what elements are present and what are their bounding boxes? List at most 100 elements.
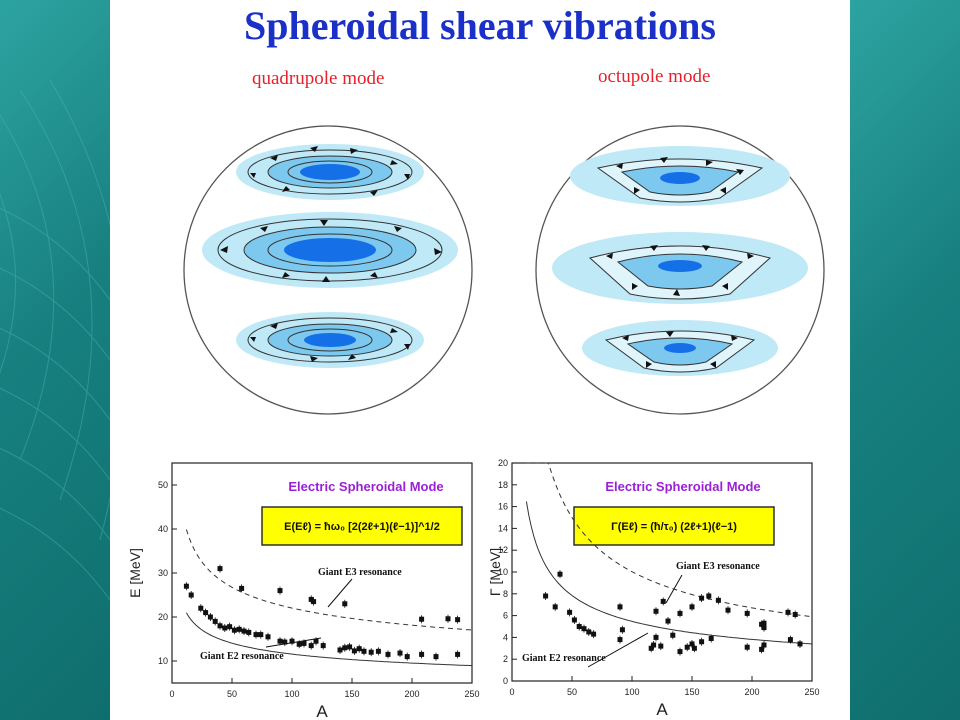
data-point-e2 [253, 632, 259, 638]
data-point-e2 [356, 646, 362, 652]
x-tick-label: 200 [744, 687, 759, 697]
formula-box [573, 506, 775, 546]
y-tick-label: 18 [498, 480, 508, 490]
data-point-e2 [708, 635, 714, 641]
data-point-e2 [787, 637, 793, 643]
data-point-e3 [677, 610, 683, 616]
y-tick-label: 0 [503, 676, 508, 686]
x-tick-label: 50 [227, 689, 237, 699]
octupole-mode-diagram [535, 125, 825, 415]
data-point-e2 [301, 640, 307, 646]
data-point-e2 [658, 643, 664, 649]
y-tick-label: 8 [503, 589, 508, 599]
data-point-e3 [277, 588, 283, 594]
chart-title: Electric Spheroidal Mode [605, 479, 760, 494]
data-point-e2 [188, 592, 194, 598]
quadrupole-mode-label: quadrupole mode [252, 68, 385, 89]
data-point-e2 [653, 634, 659, 640]
data-point-e2 [576, 624, 582, 629]
data-point-e2 [342, 645, 348, 651]
x-axis-label: A [656, 700, 668, 717]
x-tick-label: 100 [624, 687, 639, 697]
data-point-e2 [203, 610, 209, 616]
series-label-e2: Giant E2 resonance [522, 653, 606, 664]
formula-text: E(Eℓ) = ħω₀ [2(2ℓ+1)(ℓ−1)]^1/2 [284, 521, 440, 533]
data-point-e2 [289, 638, 295, 644]
data-point-e2 [404, 654, 410, 660]
chart-energy-svg: 0 50 100 150 200 250 10 20 30 40 50 A E [MeV] Electri… [127, 462, 480, 717]
data-point-e2 [320, 643, 326, 649]
data-point-e2 [337, 647, 343, 653]
data-point-e3 [342, 601, 348, 607]
left-background-panel [0, 0, 110, 720]
data-point-e2 [282, 639, 288, 645]
formula-text: Γ(Eℓ) = (ħ/τ₀) (2ℓ+1)(ℓ−1) [611, 521, 737, 533]
data-point-e2 [617, 637, 623, 643]
octupole-mode-label: octupole mode [598, 66, 711, 87]
data-point-e2 [543, 593, 549, 599]
data-point-e3 [699, 595, 705, 601]
chart-width-svg: 0 50 100 150 200 250 0 2 4 6 8 10 12 14 16 18 20 A Γ [MeV]… [488, 458, 820, 717]
fit-curve-e3 [526, 462, 813, 618]
x-tick-label: 200 [404, 689, 419, 699]
data-point-e2 [581, 626, 587, 632]
data-point-e2 [296, 641, 302, 647]
background-grid-pattern [0, 79, 110, 601]
data-point-e3 [665, 618, 671, 624]
chart-width: 0 50 100 150 200 250 0 2 4 6 8 10 12 14 16 18 20 A Γ [MeV]… [488, 455, 838, 717]
data-point-e2 [797, 641, 803, 647]
y-tick-label: 2 [503, 654, 508, 664]
slide-title: Spheroidal shear vibrations [244, 3, 716, 48]
data-point-e2 [571, 617, 577, 623]
x-tick-label: 0 [509, 687, 514, 697]
data-point-e2 [347, 644, 353, 650]
series-label-e3: Giant E3 resonance [318, 567, 402, 578]
data-point-e2 [227, 624, 233, 630]
chart-axes: 0 50 100 150 200 250 0 2 4 6 8 10 12 14 16 18 20 A Γ [MeV]… [488, 458, 820, 717]
y-tick-label: 30 [158, 568, 168, 578]
y-tick-label: 10 [498, 567, 508, 577]
y-tick-label: 16 [498, 502, 508, 512]
data-point-e3 [761, 625, 767, 631]
y-axis-label: E [MeV] [127, 548, 143, 598]
series-label-e2: Giant E2 resonance [200, 651, 284, 662]
data-point-e2 [198, 605, 204, 611]
data-point-e2 [759, 646, 765, 652]
data-point-e3 [761, 620, 767, 626]
data-point-e2 [619, 627, 625, 633]
data-point-e3 [217, 566, 223, 572]
fit-curve-e3 [185, 529, 473, 631]
octupole-upper-layer [570, 146, 790, 206]
data-point-e3 [311, 599, 317, 605]
data-point-e2 [699, 639, 705, 645]
data-point-e3 [706, 593, 712, 599]
data-point-e2 [648, 645, 654, 651]
y-tick-label: 10 [158, 656, 168, 666]
quadrupole-mode-diagram [183, 125, 473, 415]
data-point-e3 [653, 608, 659, 614]
octupole-lower-layer [582, 320, 778, 376]
x-tick-label: 150 [684, 687, 699, 697]
data-point-e2 [684, 644, 690, 650]
data-point-e2 [691, 645, 697, 651]
x-axis-label: A [316, 702, 328, 717]
data-point-e2 [265, 634, 271, 640]
y-tick-label: 6 [503, 611, 508, 621]
data-point-e2 [567, 609, 573, 615]
data-point-e3 [419, 616, 425, 622]
x-tick-label: 50 [567, 687, 577, 697]
data-point-e3 [744, 610, 750, 616]
series-label-pointer [327, 578, 353, 608]
y-tick-label: 20 [498, 458, 508, 468]
data-point-e3 [785, 609, 791, 615]
data-point-e3 [455, 617, 461, 623]
data-point-e2 [313, 638, 319, 644]
data-point-e2 [212, 618, 218, 624]
fit-curve-e2 [525, 501, 813, 645]
data-point-e2 [351, 648, 357, 654]
quadrupole-flow-arrows [220, 146, 442, 362]
octupole-middle-layer [552, 232, 808, 304]
data-point-e2 [419, 651, 425, 657]
data-point-e3 [239, 585, 245, 591]
data-point-e2 [258, 632, 264, 638]
